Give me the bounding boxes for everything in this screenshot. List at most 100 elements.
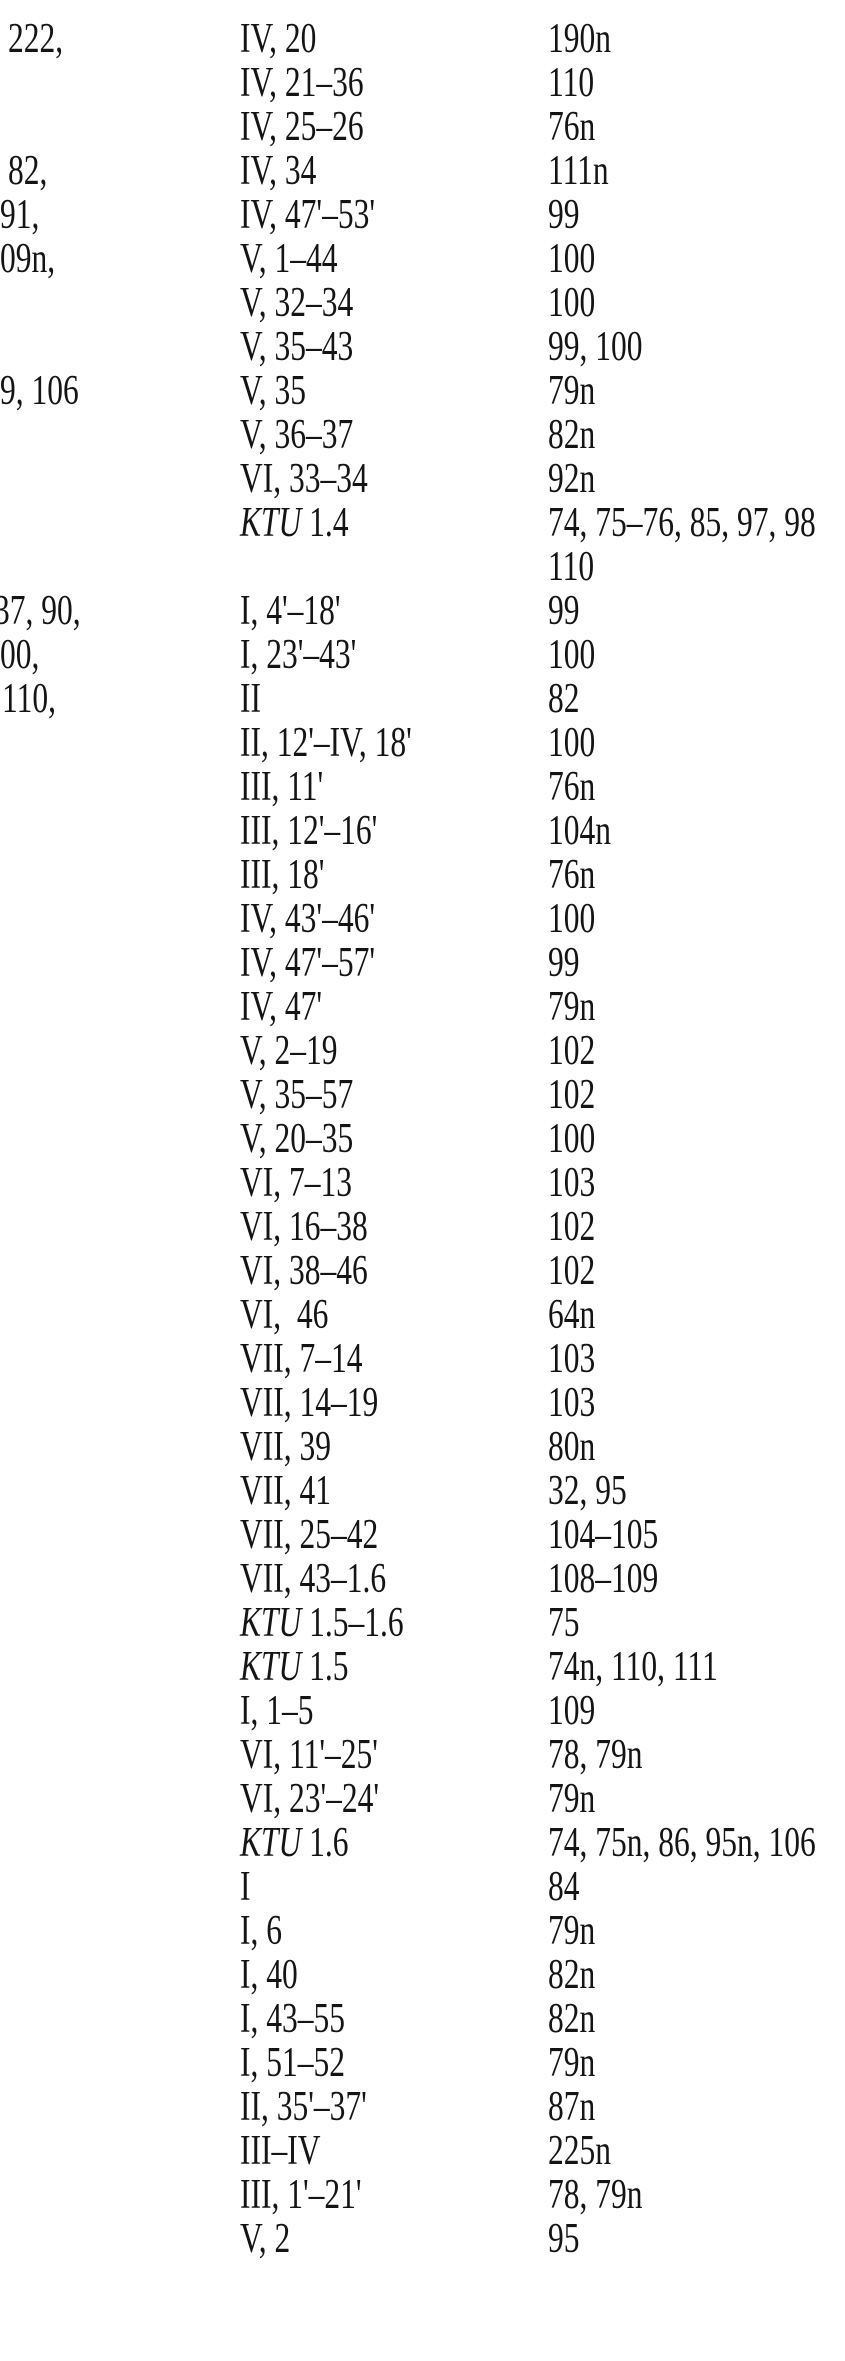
- index-row: 09n, V, 1–44 100: [0, 237, 845, 281]
- index-row: I, 1–5 109: [0, 1689, 845, 1733]
- index-row: 37, 90, I, 4'–18' 99: [0, 589, 845, 633]
- text-reference: I, 40: [240, 1953, 317, 1997]
- page-numbers: 79n: [548, 1777, 611, 1821]
- index-row: III, 18' 76n: [0, 853, 845, 897]
- text-reference: V, 35–43: [240, 325, 391, 369]
- text-reference-text: V, 2–19: [240, 1028, 338, 1074]
- text-reference-text: VI, 11'–25': [240, 1732, 378, 1778]
- text-reference-text: III, 1'–21': [240, 2172, 362, 2218]
- text-reference: I, 43–55: [240, 1997, 380, 2041]
- page-numbers: 225n: [548, 2129, 632, 2173]
- text-reference: IV, 25–26: [240, 105, 405, 149]
- page-numbers: 110: [548, 61, 609, 105]
- page-numbers: 102: [548, 1073, 611, 1117]
- page-numbers: 79n: [548, 2041, 611, 2085]
- page-numbers: 64n: [548, 1293, 611, 1337]
- page-numbers: 79n: [548, 1909, 611, 1953]
- ktu-siglum-italic: KTU: [240, 1820, 302, 1866]
- index-row: VI, 38–46 102: [0, 1249, 845, 1293]
- text-reference: VI, 38–46: [240, 1249, 410, 1293]
- page-numbers: 100: [548, 633, 611, 677]
- page-numbers: 79n: [548, 985, 611, 1029]
- text-reference-text: III, 11': [240, 764, 324, 810]
- text-reference-text: I, 6: [240, 1908, 282, 1954]
- text-reference: V, 32–34: [240, 281, 391, 325]
- page-numbers-text: 76n: [548, 764, 596, 810]
- page-numbers-text: 99: [548, 588, 580, 634]
- page-numbers-text: 100: [548, 1116, 596, 1162]
- text-reference-text: III–IV: [240, 2128, 321, 2174]
- text-reference-text: V, 35–43: [240, 324, 354, 370]
- left-column-fragment: 9, 106: [0, 369, 105, 413]
- text-reference: IV, 34: [240, 149, 342, 193]
- page-numbers: 100: [548, 721, 611, 765]
- text-reference: V, 35–57: [240, 1073, 391, 1117]
- index-row: 9, 106 V, 35 79n: [0, 369, 845, 413]
- page-numbers: 74n, 110, 111: [548, 1645, 774, 1689]
- page-numbers: 80n: [548, 1425, 611, 1469]
- page-numbers: 92n: [548, 457, 611, 501]
- index-row: 91, IV, 47'–53' 99: [0, 193, 845, 237]
- text-reference-text: I, 51–52: [240, 2040, 345, 2086]
- left-column-fragment-text: 222,: [8, 16, 64, 62]
- page-numbers-text: 95: [548, 2216, 580, 2262]
- index-row: VII, 25–42 104–105: [0, 1513, 845, 1557]
- text-reference-text: V, 1–44: [240, 236, 338, 282]
- page-numbers-text: 74n, 110, 111: [548, 1644, 718, 1690]
- page-numbers-text: 104n: [548, 808, 611, 854]
- text-reference: V, 36–37: [240, 413, 391, 457]
- page-numbers-text: 103: [548, 1380, 596, 1426]
- text-reference: KTU 1.4: [240, 501, 385, 545]
- index-row: 00, I, 23'–43' 100: [0, 633, 845, 677]
- index-row: IV, 25–26 76n: [0, 105, 845, 149]
- text-reference-text: KTU 1.6: [240, 1820, 349, 1866]
- index-row: II, 35'–37' 87n: [0, 2085, 845, 2129]
- index-row: V, 32–34 100: [0, 281, 845, 325]
- index-row: 82, IV, 34 111n: [0, 149, 845, 193]
- ktu-siglum-italic: KTU: [240, 500, 302, 546]
- left-column-fragment-text: 00,: [0, 632, 40, 678]
- text-reference-text: IV, 43'–46': [240, 896, 376, 942]
- page-numbers-text: 32, 95: [548, 1468, 627, 1514]
- text-reference-text: VI, 7–13: [240, 1160, 352, 1206]
- page-numbers: 108–109: [548, 1557, 695, 1601]
- text-reference: III–IV: [240, 2129, 347, 2173]
- page-numbers-text: 103: [548, 1160, 596, 1206]
- page-numbers-text: 82n: [548, 412, 596, 458]
- text-reference: VII, 39: [240, 1425, 361, 1469]
- index-row: KTU 1.5–1.6 75: [0, 1601, 845, 1645]
- text-reference: III, 11': [240, 765, 351, 809]
- page-numbers-text: 79n: [548, 368, 596, 414]
- page-numbers: 103: [548, 1337, 611, 1381]
- index-row: V, 20–35 100: [0, 1117, 845, 1161]
- page-numbers-text: 82n: [548, 1952, 596, 1998]
- text-reference-text: V, 35: [240, 368, 306, 414]
- text-reference-text: IV, 47': [240, 984, 323, 1030]
- left-column-fragment: 222,: [8, 17, 82, 61]
- page-numbers-text: 104–105: [548, 1512, 659, 1558]
- index-row: VII, 7–14 103: [0, 1337, 845, 1381]
- index-row: V, 35–43 99, 100: [0, 325, 845, 369]
- page-numbers: 78, 79n: [548, 1733, 674, 1777]
- text-reference: V, 20–35: [240, 1117, 391, 1161]
- index-row: V, 36–37 82n: [0, 413, 845, 457]
- text-reference: KTU 1.5–1.6: [240, 1601, 458, 1645]
- page-numbers-text: 64n: [548, 1292, 596, 1338]
- index-row: IV, 43'–46' 100: [0, 897, 845, 941]
- text-reference-text: I, 40: [240, 1952, 298, 1998]
- text-reference: II: [240, 677, 268, 721]
- index-row: II, 12'–IV, 18' 100: [0, 721, 845, 765]
- page-numbers: 103: [548, 1161, 611, 1205]
- index-row: III, 1'–21' 78, 79n: [0, 2173, 845, 2217]
- text-reference-text: VII, 43–1.6: [240, 1556, 387, 1602]
- left-column-fragment: 00,: [0, 633, 53, 677]
- text-reference: KTU 1.6: [240, 1821, 385, 1865]
- text-reference-text: VII, 7–14: [240, 1336, 363, 1382]
- page-numbers: 75: [548, 1601, 590, 1645]
- page-numbers-text: 79n: [548, 984, 596, 1030]
- text-reference: I, 23'–43': [240, 633, 395, 677]
- index-row: V, 35–57 102: [0, 1073, 845, 1117]
- text-reference-text: I, 23'–43': [240, 632, 357, 678]
- page-numbers: 103: [548, 1381, 611, 1425]
- page-numbers: 76n: [548, 105, 611, 149]
